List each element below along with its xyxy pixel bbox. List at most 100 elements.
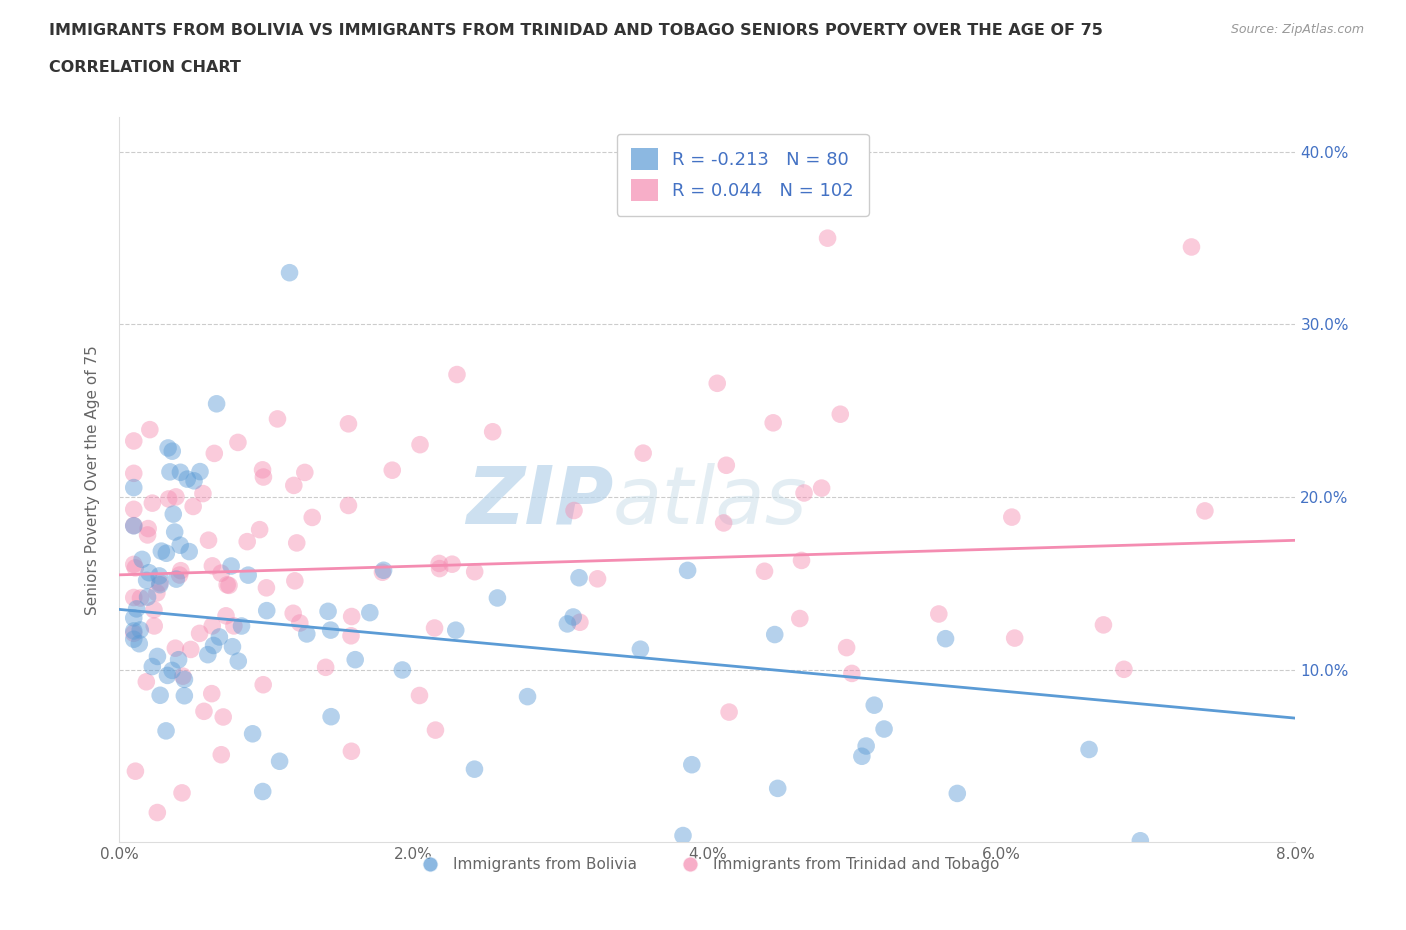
Point — [122, 610, 145, 625]
Point — [716, 458, 738, 472]
Point — [122, 626, 145, 641]
Point — [122, 502, 145, 517]
Point — [122, 518, 145, 533]
Point — [169, 567, 191, 582]
Point — [1078, 742, 1101, 757]
Text: ZIP: ZIP — [465, 462, 613, 540]
Point — [181, 499, 204, 514]
Point — [128, 636, 150, 651]
Point — [136, 590, 159, 604]
Point — [373, 563, 395, 578]
Point — [283, 605, 305, 620]
Point — [344, 652, 367, 667]
Point — [1001, 510, 1024, 525]
Point — [340, 609, 363, 624]
Point — [316, 604, 339, 618]
Point — [681, 757, 703, 772]
Point — [201, 686, 224, 701]
Point — [122, 518, 145, 533]
Point — [631, 445, 654, 460]
Point — [135, 674, 157, 689]
Point — [568, 570, 591, 585]
Point — [205, 396, 228, 411]
Point — [830, 406, 852, 421]
Point — [754, 564, 776, 578]
Point — [295, 627, 318, 642]
Point — [1180, 240, 1202, 255]
Point — [169, 538, 191, 552]
Point — [163, 525, 186, 539]
Point — [628, 642, 651, 657]
Point — [427, 556, 450, 571]
Point — [226, 654, 249, 669]
Point — [464, 565, 486, 579]
Point — [142, 603, 165, 618]
Point — [124, 561, 146, 576]
Point — [266, 411, 288, 426]
Point — [516, 689, 538, 704]
Point — [586, 571, 609, 586]
Point — [165, 572, 187, 587]
Point — [790, 553, 813, 568]
Point — [319, 623, 342, 638]
Point — [193, 704, 215, 719]
Point — [381, 463, 404, 478]
Point — [568, 615, 591, 630]
Point — [197, 647, 219, 662]
Point — [149, 576, 172, 591]
Text: atlas: atlas — [613, 462, 808, 540]
Point — [817, 231, 839, 246]
Point — [170, 786, 193, 801]
Point — [793, 485, 815, 500]
Point — [202, 446, 225, 461]
Point — [157, 441, 180, 456]
Point — [557, 617, 579, 631]
Point — [337, 498, 360, 513]
Point — [269, 754, 291, 769]
Point — [562, 609, 585, 624]
Point — [197, 533, 219, 548]
Point — [1112, 662, 1135, 677]
Point — [135, 573, 157, 588]
Point — [149, 688, 172, 703]
Point — [173, 688, 195, 703]
Point — [423, 620, 446, 635]
Point — [129, 622, 152, 637]
Point — [841, 666, 863, 681]
Point — [283, 478, 305, 493]
Point — [337, 417, 360, 432]
Point — [763, 627, 786, 642]
Point — [252, 470, 274, 485]
Point — [155, 546, 177, 561]
Point — [157, 492, 180, 507]
Point — [218, 578, 240, 592]
Point — [481, 424, 503, 439]
Point — [766, 781, 789, 796]
Point — [165, 641, 187, 656]
Point — [762, 416, 785, 431]
Point — [946, 786, 969, 801]
Point — [208, 630, 231, 644]
Point — [141, 659, 163, 674]
Point — [278, 265, 301, 280]
Point — [446, 367, 468, 382]
Point — [238, 567, 260, 582]
Point — [155, 724, 177, 738]
Point — [249, 523, 271, 538]
Point — [252, 784, 274, 799]
Point — [408, 688, 430, 703]
Point — [672, 828, 695, 843]
Text: IMMIGRANTS FROM BOLIVIA VS IMMIGRANTS FROM TRINIDAD AND TOBAGO SENIORS POVERTY O: IMMIGRANTS FROM BOLIVIA VS IMMIGRANTS FR… — [49, 23, 1104, 38]
Point — [146, 649, 169, 664]
Point — [169, 465, 191, 480]
Point — [122, 623, 145, 638]
Point — [294, 465, 316, 480]
Point — [122, 557, 145, 572]
Point — [201, 618, 224, 633]
Point — [209, 565, 232, 580]
Point — [789, 611, 811, 626]
Point — [231, 618, 253, 633]
Point — [676, 563, 699, 578]
Point — [301, 510, 323, 525]
Point — [222, 618, 245, 633]
